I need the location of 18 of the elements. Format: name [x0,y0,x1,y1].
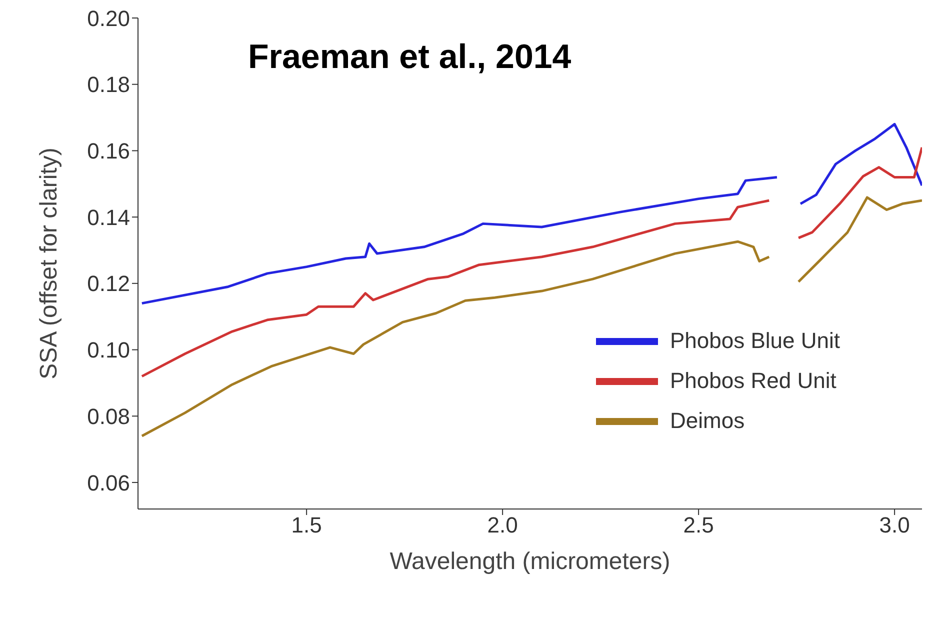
x-tick-label: 1.5 [291,512,322,538]
x-tick-label: 2.0 [487,512,518,538]
x-tick-label: 3.0 [879,512,910,538]
legend-label: Phobos Red Unit [670,368,838,394]
x-axis-title: Wavelength (micrometers) [390,548,670,575]
y-tick-label: 0.14 [87,204,130,230]
annotation: Fraeman et al., 2014 [248,38,572,77]
y-tick-label: 0.16 [87,138,130,164]
y-tick-label: 0.18 [87,72,130,98]
y-tick-label: 0.06 [87,470,130,496]
y-tick-label: 0.08 [87,404,130,429]
legend-label: Phobos Blue Unit [670,328,841,354]
y-tick-label: 0.10 [87,338,130,363]
legend-label: Deimos [670,408,746,434]
y-axis-title: SSA (offset for clarity) [36,148,63,380]
x-tick-label: 2.5 [683,512,714,538]
y-tick-label: 0.12 [87,271,130,296]
y-tick-label: 0.20 [87,6,130,31]
